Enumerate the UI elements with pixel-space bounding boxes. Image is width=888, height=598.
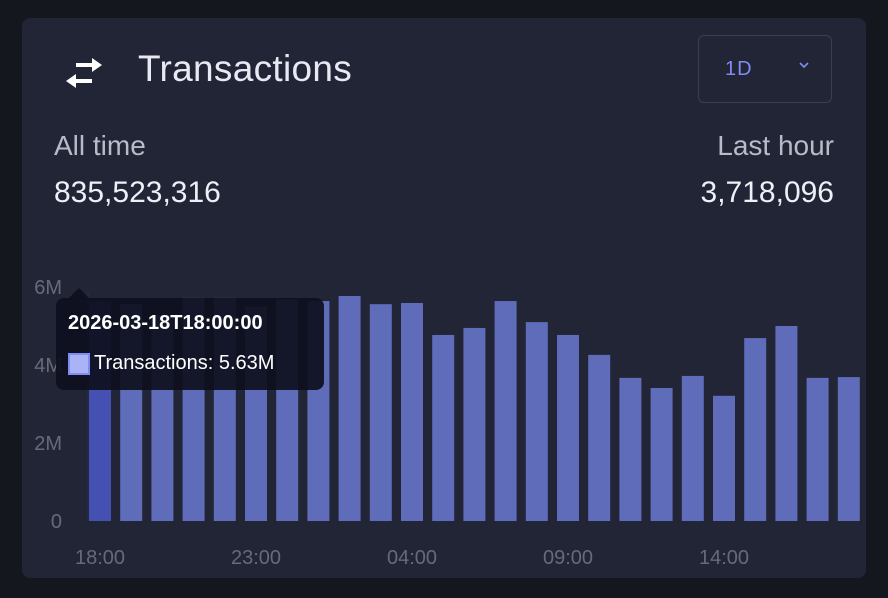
- bar: [806, 377, 829, 521]
- bar: [744, 338, 767, 521]
- bar: [494, 301, 517, 521]
- bar: [619, 377, 642, 521]
- time-range-value: 1D: [725, 58, 753, 80]
- bar: [650, 388, 673, 521]
- time-range-select[interactable]: 1D: [698, 35, 832, 103]
- x-tick-label: 09:00: [543, 547, 593, 569]
- chart-tooltip: 2026-03-18T18:00:00 Transactions: 5.63M: [56, 298, 324, 390]
- bar: [432, 334, 455, 521]
- bar: [557, 334, 579, 521]
- bar: [338, 295, 361, 521]
- bar: [713, 395, 735, 521]
- x-tick-label: 18:00: [75, 547, 125, 569]
- y-tick-label: 0: [51, 511, 62, 533]
- arrows-left-right-icon: [66, 58, 102, 88]
- x-tick-label: 04:00: [387, 547, 437, 569]
- bar: [775, 326, 798, 521]
- tooltip-swatch: [68, 353, 90, 375]
- card-title: Transactions: [138, 48, 353, 89]
- chevron-down-icon: [799, 62, 809, 69]
- tooltip-value: Transactions: 5.63M: [94, 352, 275, 374]
- last-hour-value: 3,718,096: [700, 176, 834, 209]
- y-tick-label: 4M: [34, 355, 62, 377]
- bar: [837, 377, 860, 521]
- last-hour-label: Last hour: [717, 130, 834, 161]
- bar: [401, 302, 423, 521]
- x-tick-label: 14:00: [699, 547, 749, 569]
- tooltip-title: 2026-03-18T18:00:00: [68, 312, 263, 334]
- all-time-value: 835,523,316: [54, 176, 221, 209]
- bar: [463, 327, 486, 521]
- bar: [525, 322, 548, 521]
- bar: [681, 375, 704, 521]
- all-time-label: All time: [54, 130, 146, 161]
- y-tick-label: 6M: [34, 277, 62, 299]
- tooltip-caret: [68, 288, 90, 299]
- bar: [588, 354, 611, 521]
- bar: [369, 304, 392, 521]
- x-tick-label: 23:00: [231, 547, 281, 569]
- y-tick-label: 2M: [34, 433, 62, 455]
